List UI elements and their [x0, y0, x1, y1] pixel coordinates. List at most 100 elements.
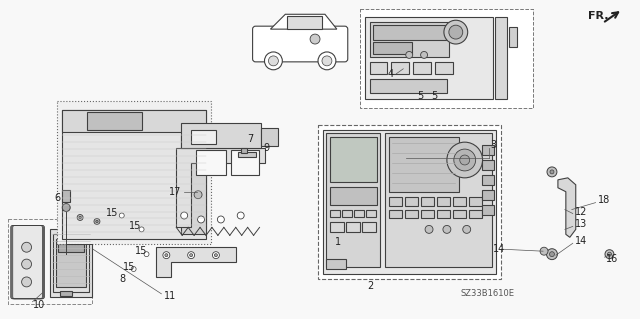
Circle shape: [22, 242, 31, 252]
Circle shape: [163, 252, 170, 259]
Circle shape: [449, 25, 463, 39]
Bar: [62, 110, 206, 239]
Bar: [191, 130, 216, 144]
Polygon shape: [558, 178, 576, 237]
Bar: [237, 152, 255, 157]
Bar: [241, 148, 246, 153]
Bar: [354, 210, 364, 218]
Bar: [369, 22, 449, 57]
Circle shape: [79, 216, 81, 219]
Bar: [389, 210, 403, 219]
Circle shape: [212, 252, 220, 259]
Bar: [360, 9, 533, 108]
Bar: [369, 62, 387, 74]
Bar: [181, 123, 260, 148]
Text: 4: 4: [387, 69, 394, 79]
Circle shape: [139, 227, 144, 232]
Bar: [346, 222, 360, 232]
Bar: [389, 137, 459, 192]
Circle shape: [310, 34, 320, 44]
Circle shape: [454, 149, 476, 171]
Circle shape: [214, 254, 218, 257]
Circle shape: [605, 250, 614, 259]
Bar: [421, 210, 434, 219]
Bar: [342, 210, 352, 218]
Text: SZ33B1610E: SZ33B1610E: [461, 289, 515, 298]
Bar: [326, 259, 346, 269]
Circle shape: [547, 249, 557, 260]
Bar: [468, 197, 481, 205]
Text: 9: 9: [264, 143, 269, 153]
Bar: [385, 133, 493, 267]
Text: 14: 14: [575, 236, 587, 246]
Polygon shape: [271, 14, 337, 29]
Text: 15: 15: [134, 246, 147, 256]
Bar: [60, 291, 72, 296]
Circle shape: [268, 56, 278, 66]
Bar: [62, 110, 206, 132]
Bar: [389, 197, 403, 205]
Circle shape: [198, 216, 205, 223]
Circle shape: [218, 216, 225, 223]
Circle shape: [180, 212, 188, 219]
Text: 1: 1: [335, 237, 341, 247]
Bar: [323, 130, 497, 274]
Text: 3: 3: [490, 140, 497, 150]
Circle shape: [444, 20, 468, 44]
Bar: [62, 190, 70, 202]
Circle shape: [463, 226, 470, 234]
Circle shape: [22, 259, 31, 269]
Bar: [330, 137, 376, 182]
Circle shape: [420, 51, 428, 58]
FancyBboxPatch shape: [253, 26, 348, 62]
Bar: [231, 150, 259, 175]
Text: FR.: FR.: [588, 11, 608, 21]
Bar: [8, 219, 92, 304]
Circle shape: [607, 252, 611, 256]
Bar: [435, 62, 453, 74]
Circle shape: [22, 277, 31, 287]
Bar: [365, 17, 493, 99]
Bar: [453, 210, 466, 219]
Bar: [405, 210, 418, 219]
Circle shape: [550, 170, 554, 174]
Circle shape: [131, 267, 136, 271]
Bar: [481, 204, 495, 214]
Circle shape: [443, 226, 451, 234]
Text: 10: 10: [33, 300, 45, 310]
Bar: [453, 197, 466, 205]
Bar: [58, 100, 211, 244]
Text: 18: 18: [598, 195, 610, 205]
Text: 15: 15: [129, 221, 141, 231]
Bar: [87, 112, 141, 130]
Bar: [362, 222, 376, 232]
Circle shape: [547, 167, 557, 177]
Bar: [481, 175, 495, 185]
FancyBboxPatch shape: [11, 226, 42, 299]
Circle shape: [322, 56, 332, 66]
Bar: [468, 210, 481, 219]
Circle shape: [406, 51, 413, 58]
Text: 16: 16: [605, 254, 618, 264]
Circle shape: [119, 213, 124, 218]
Circle shape: [550, 252, 554, 257]
Text: 11: 11: [164, 291, 177, 301]
Circle shape: [189, 254, 193, 257]
Bar: [509, 27, 517, 47]
Text: 5: 5: [431, 91, 437, 100]
Text: 12: 12: [575, 206, 587, 217]
Bar: [58, 244, 84, 252]
Bar: [181, 135, 206, 234]
Text: 17: 17: [170, 187, 182, 197]
Bar: [437, 197, 450, 205]
Bar: [318, 125, 501, 279]
Text: 5: 5: [417, 91, 424, 100]
Circle shape: [447, 142, 483, 178]
Circle shape: [540, 247, 548, 255]
Text: 7: 7: [248, 134, 254, 144]
Circle shape: [425, 226, 433, 234]
Text: 15: 15: [106, 208, 118, 218]
Circle shape: [264, 52, 282, 70]
Text: 15: 15: [123, 262, 135, 272]
Circle shape: [96, 220, 98, 223]
